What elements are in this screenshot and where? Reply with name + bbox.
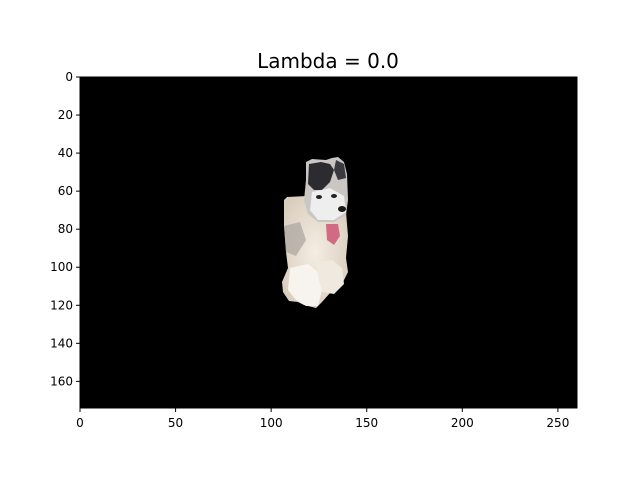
chart-title: Lambda = 0.0 xyxy=(257,49,399,73)
axes-frame xyxy=(79,76,578,409)
y-tick-label: 80 xyxy=(58,222,73,236)
y-axis: 0 20 40 60 80 100 120 140 160 xyxy=(50,70,80,388)
y-tick-label: 160 xyxy=(50,374,73,388)
x-tick-label: 50 xyxy=(168,416,183,430)
y-tick-label: 120 xyxy=(50,298,73,312)
y-tick-label: 40 xyxy=(58,146,73,160)
y-tick-label: 140 xyxy=(50,336,73,350)
plot-area: 0 50 100 150 200 250 0 20 40 60 80 100 120 140 160 xyxy=(50,70,578,430)
x-tick-label: 200 xyxy=(451,416,474,430)
y-tick-label: 60 xyxy=(58,184,73,198)
x-tick-label: 250 xyxy=(546,416,569,430)
y-tick-label: 0 xyxy=(65,70,73,84)
x-axis: 0 50 100 150 200 250 xyxy=(76,408,569,430)
y-tick-label: 100 xyxy=(50,260,73,274)
y-tick-label: 20 xyxy=(58,108,73,122)
x-tick-label: 0 xyxy=(76,416,84,430)
x-tick-label: 150 xyxy=(355,416,378,430)
husky-image xyxy=(282,157,348,308)
x-tick-label: 100 xyxy=(260,416,283,430)
